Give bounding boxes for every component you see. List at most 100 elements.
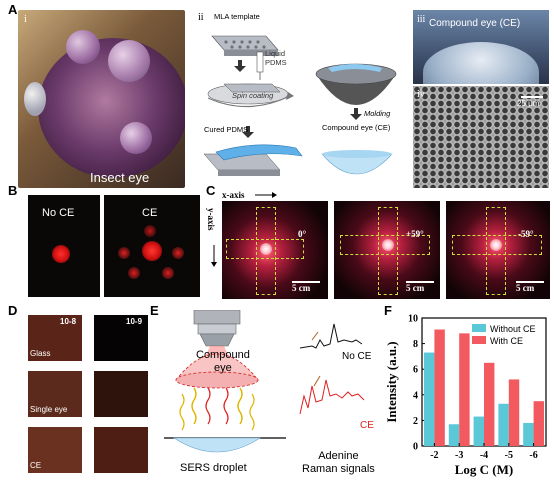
row-ce-label: CE	[30, 461, 42, 470]
y-tick-label: 0	[413, 442, 418, 453]
x-axis-label: x-axis	[222, 190, 245, 200]
dashed-horizontal	[226, 239, 304, 259]
spectra-ce-label: CE	[360, 420, 374, 431]
red-spot	[162, 267, 174, 279]
y-tick-label: 10	[408, 314, 418, 325]
y-tick-label: 6	[413, 365, 418, 376]
sub-label-ii: ii	[198, 12, 204, 23]
row-glass-label: Glass	[30, 349, 51, 358]
cured-pdms-label: Cured PDMS	[204, 125, 249, 134]
fabrication-schematic: ii MLA template Liquid PDM	[196, 10, 404, 188]
compound-eye-photo: iii Compound eye (CE)	[413, 10, 549, 84]
y-axis-title: Intensity (a.u.)	[384, 341, 399, 422]
scale-bar-line	[406, 281, 434, 283]
raman-setup-diagram	[164, 310, 286, 453]
adenine-label: Adenine Raman signals	[302, 450, 375, 475]
bar-without-ce	[473, 416, 484, 446]
bar-without-ce	[498, 403, 509, 446]
panel-b-label: B	[8, 183, 18, 198]
tile-ce-8: CE	[28, 427, 82, 473]
fabrication-diagram	[203, 35, 397, 176]
row-single-eye-label: Single eye	[30, 405, 68, 414]
dashed-vertical	[486, 207, 506, 295]
ce-caption: CE	[142, 207, 158, 219]
x-axis-title: Log C (M)	[455, 462, 514, 477]
spectra-no-ce-label: No CE	[342, 351, 372, 362]
legend-swatch	[472, 324, 486, 332]
insect-eye-caption: Insect eye	[90, 170, 150, 185]
panel-e-label: E	[150, 303, 159, 318]
liquid-pdms-label: Liquid PDMS	[265, 49, 287, 67]
bar-without-ce	[523, 422, 534, 446]
dashed-horizontal	[452, 235, 542, 255]
x-tick-label: -4	[480, 450, 488, 461]
mla-template-label: MLA template	[214, 12, 260, 21]
sub-label-iv: iv	[417, 89, 425, 100]
compound-eye-label: Compound eye (CE)	[322, 123, 391, 132]
psf-image-0: 0° 5 cm	[222, 201, 328, 299]
red-spot	[144, 225, 156, 237]
scale-label: 5 cm	[406, 283, 425, 293]
intensity-bar-chart: 0 2 4 6 8 10 -2 -3 -4 -5 -6 Log C (M) Intensity (a.u…	[384, 314, 547, 477]
legend-label: Without CE	[490, 324, 536, 334]
molding-label: Molding	[364, 109, 391, 118]
x-tick-label: -2	[430, 450, 438, 461]
droplet	[66, 30, 100, 64]
sub-label-i: i	[24, 14, 27, 25]
bar-with-ce	[459, 333, 470, 446]
bar-with-ce	[533, 401, 545, 446]
sers-droplet-label: SERS droplet	[180, 462, 247, 474]
sem-image: iv 25 μm	[413, 86, 549, 188]
panel-a-label: A	[8, 2, 18, 17]
angle-plus59-label: +59°	[406, 229, 424, 239]
no-ce-caption: No CE	[42, 207, 75, 219]
scale-bar-line	[521, 96, 543, 98]
dashed-horizontal	[340, 235, 430, 255]
center-spot	[490, 239, 502, 251]
sub-label-iii: iii	[417, 14, 426, 25]
tile-ce-9	[94, 427, 148, 473]
droplet	[24, 82, 46, 116]
x-tick-label: -6	[529, 450, 537, 461]
conc-left-label: 10-8	[60, 317, 77, 326]
legend-label: With CE	[490, 336, 523, 346]
y-tick-label: 4	[413, 390, 418, 401]
red-spot	[118, 247, 130, 259]
droplet	[120, 122, 152, 154]
raman-spectra	[299, 323, 365, 415]
iii-title: Compound eye (CE)	[429, 18, 521, 29]
panel-f-label: F	[384, 303, 392, 318]
y-axis-arrow	[211, 245, 217, 267]
red-spot	[52, 245, 70, 263]
bar-without-ce	[423, 352, 435, 446]
insect-eye-photo: i Insect eye	[18, 10, 185, 188]
scale-label: 5 cm	[292, 283, 311, 293]
tile-glass-8: 10-8 Glass	[28, 315, 82, 361]
red-spot	[128, 267, 140, 279]
bar-with-ce	[484, 362, 495, 446]
angle-minus59-label: -59°	[518, 229, 534, 239]
panel-d-label: D	[8, 303, 18, 318]
bar-with-ce	[508, 379, 520, 446]
dashed-vertical	[256, 207, 276, 295]
psf-image-minus59: -59° 5 cm	[446, 201, 550, 299]
red-spot	[172, 247, 184, 259]
psf-image-59: +59° 5 cm	[334, 201, 440, 299]
x-tick-label: -3	[455, 450, 463, 461]
no-ce-image: No CE	[28, 195, 100, 297]
spin-coating-label: Spin coating	[232, 91, 274, 100]
y-tick-label: 2	[413, 416, 418, 427]
legend-swatch	[472, 336, 486, 344]
scale-bar-line	[516, 281, 544, 283]
bar-without-ce	[448, 424, 460, 446]
droplet	[108, 40, 150, 82]
scale-label: 5 cm	[516, 283, 535, 293]
tile-single-9	[94, 371, 148, 417]
bar-with-ce	[434, 329, 445, 446]
tile-single-8: Single eye	[28, 371, 82, 417]
center-spot	[382, 239, 394, 251]
conc-right-label: 10-9	[126, 317, 143, 326]
tile-glass-9: 10-9	[94, 315, 148, 361]
dome-shape	[423, 42, 539, 84]
ce-image: CE	[104, 195, 200, 297]
